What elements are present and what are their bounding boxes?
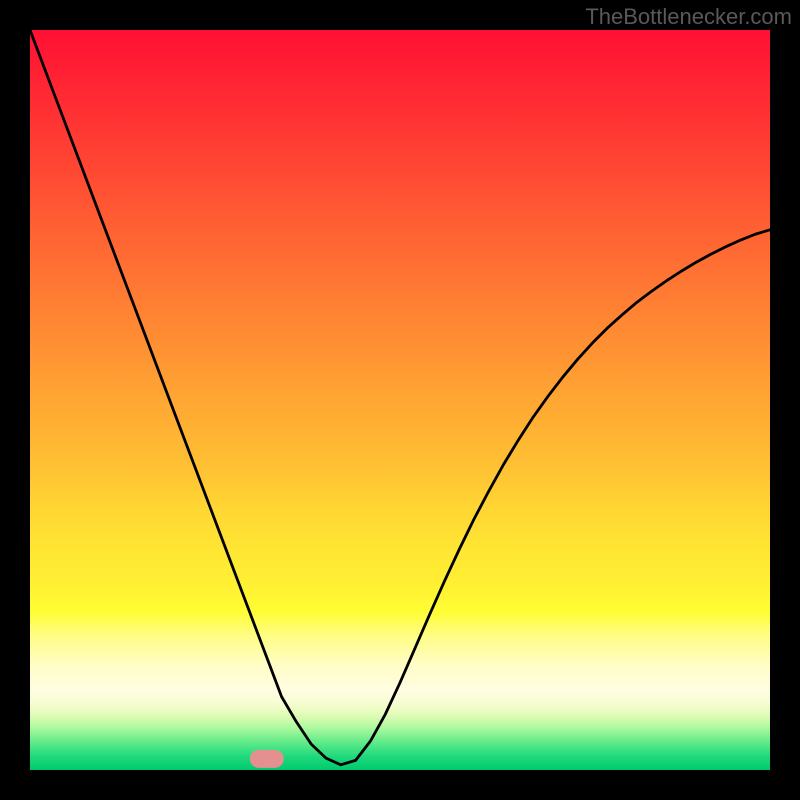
optimal-marker [250,750,284,768]
plot-background [30,30,770,770]
watermark-text: TheBottlenecker.com [585,4,792,30]
bottleneck-chart [0,0,800,800]
chart-container: TheBottlenecker.com [0,0,800,800]
